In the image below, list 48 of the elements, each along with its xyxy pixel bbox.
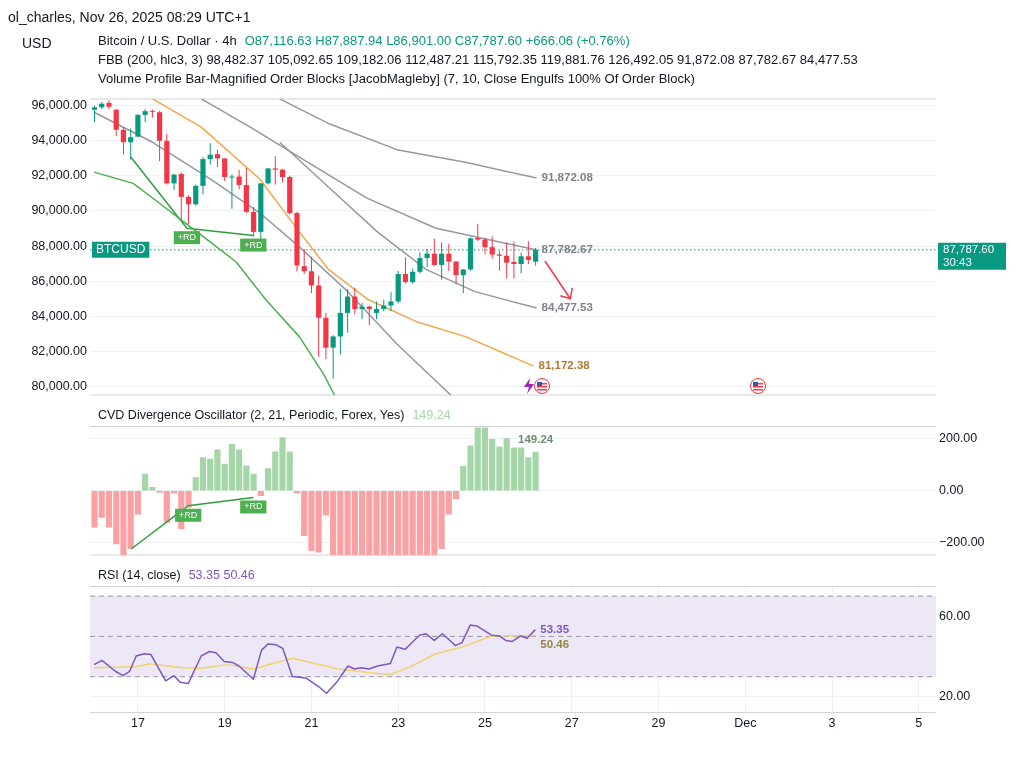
y-tick-label: 20.00 <box>939 689 971 704</box>
y-tick-label: 84,000.00 <box>31 308 88 323</box>
data-label: 53.35 <box>540 622 570 635</box>
x-tick-label: 21 <box>304 715 319 730</box>
chart-subtitle: 53.35 50.46 <box>188 568 255 582</box>
y-tick-label: 94,000.00 <box>31 133 88 148</box>
y-tick-label: 96,000.00 <box>31 97 88 112</box>
data-label: 149.24 <box>518 433 554 446</box>
x-tick-label: 17 <box>130 715 145 730</box>
chart-title: Bitcoin / U.S. Dollar · 4h <box>98 33 237 48</box>
chart-subtitle: O87,116.63 H87,887.94 L86,901.00 C87,787.60 +666.06 (+0.76%) <box>244 33 630 48</box>
x-tick-label: Dec <box>734 715 757 730</box>
x-tick-label: 3 <box>828 715 836 730</box>
annotation: +RD <box>244 239 263 250</box>
y-tick-label: 86,000.00 <box>31 273 88 288</box>
y-tick-label: 200.00 <box>939 431 978 446</box>
text: ol_charles, Nov 26, 2025 08:29 UTC+1 <box>8 8 252 27</box>
x-tick-label: 5 <box>915 715 923 730</box>
ref-line-label: BTCUSD <box>96 242 146 257</box>
y-axis-title: USD <box>22 34 52 53</box>
text: 30:43 <box>943 256 972 269</box>
x-tick-label: 29 <box>651 715 666 730</box>
y-tick-label: 92,000.00 <box>31 168 88 183</box>
annotation: +RD <box>177 232 197 243</box>
data-label: 87,782.67 <box>541 243 593 256</box>
text: 87,787.60 <box>943 243 995 256</box>
annotation: +RD <box>244 501 263 512</box>
data-label: 81,172.38 <box>538 359 591 372</box>
chart-subtitle: 149.24 <box>412 408 451 422</box>
y-tick-label: 88,000.00 <box>31 238 88 253</box>
annotation: +RD <box>179 509 198 520</box>
x-tick-label: 27 <box>564 715 579 730</box>
data-label: 84,477.53 <box>541 301 593 314</box>
data-label: 50.46 <box>540 637 570 650</box>
y-tick-label: 82,000.00 <box>31 344 88 359</box>
y-tick-label: 60.00 <box>939 608 971 623</box>
x-tick-label: 23 <box>391 715 406 730</box>
x-tick-label: 19 <box>217 715 232 730</box>
data-label: 91,872.08 <box>541 171 594 184</box>
chart-title: CVD Divergence Oscillator (2, 21, Periodic, Forex, Yes) <box>98 408 405 422</box>
x-tick-label: 25 <box>478 715 492 730</box>
y-tick-label: 80,000.00 <box>31 379 88 394</box>
chart-title: RSI (14, close) <box>98 568 181 582</box>
text: Volume Profile Bar-Magnified Order Blocks [JacobMagleby] (7, 10, Close Engulfs 100% Of Order Block) <box>97 70 696 88</box>
y-tick-label: 90,000.00 <box>31 203 88 218</box>
y-tick-label: 0.00 <box>939 483 964 498</box>
text: FBB (200, hlc3, 3) 98,482.37 105,092.65 109,182.06 112,487.21 115,792.35 119,881.76 126,492.05 91,872.08 87,782.67 84,477.53 <box>97 51 859 69</box>
y-tick-label: −200.00 <box>939 535 985 549</box>
